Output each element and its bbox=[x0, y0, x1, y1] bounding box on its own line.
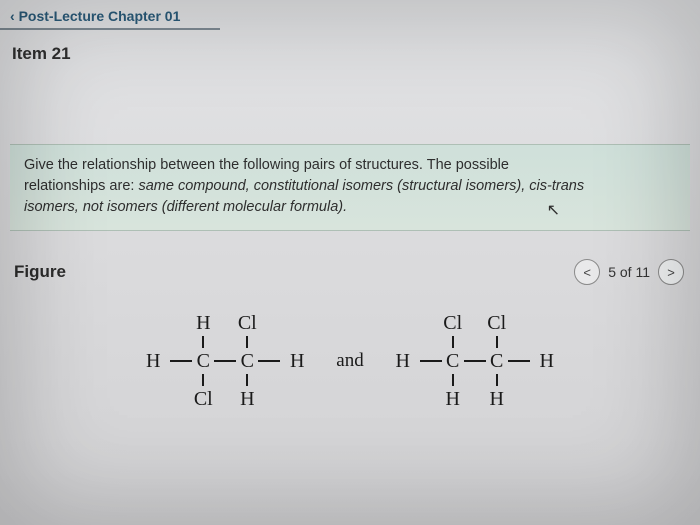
chevron-left-icon: ‹ bbox=[10, 8, 15, 24]
atom: C bbox=[241, 350, 254, 373]
atom: Cl bbox=[194, 388, 213, 411]
breadcrumb-label: Post-Lecture Chapter 01 bbox=[19, 8, 181, 24]
prompt-line1: Give the relationship between the follow… bbox=[24, 157, 509, 173]
bond-horizontal bbox=[170, 360, 192, 362]
atom: C bbox=[197, 350, 210, 373]
bond-vertical bbox=[202, 336, 204, 348]
bond-vertical bbox=[452, 374, 454, 386]
bond-vertical bbox=[246, 336, 248, 348]
item-title: Item 21 bbox=[0, 30, 700, 144]
bond-vertical bbox=[496, 374, 498, 386]
atom: H bbox=[290, 350, 304, 373]
bond-vertical bbox=[496, 336, 498, 348]
atom: Cl bbox=[487, 312, 506, 335]
atom: H bbox=[446, 388, 460, 411]
cursor-icon: ↖ bbox=[547, 199, 560, 222]
atom: H bbox=[395, 350, 409, 373]
bond-horizontal bbox=[464, 360, 486, 362]
breadcrumb[interactable]: ‹ Post-Lecture Chapter 01 bbox=[0, 0, 220, 30]
atom: H bbox=[146, 350, 160, 373]
pager-prev-button[interactable]: < bbox=[574, 259, 600, 285]
pager-next-button[interactable]: > bbox=[658, 259, 684, 285]
atom: H bbox=[196, 312, 210, 335]
structures-row: HClHCCHClHandClClHCCHHH bbox=[0, 291, 700, 411]
molecule-right: ClClHCCHHH bbox=[390, 311, 560, 411]
atom: Cl bbox=[238, 312, 257, 335]
figure-header-row: Figure < 5 of 11 > bbox=[0, 231, 700, 291]
pager-position: 5 of 11 bbox=[608, 264, 650, 280]
prompt-line3-italic: isomers, not isomers (different molecula… bbox=[24, 199, 347, 215]
atom: H bbox=[240, 388, 254, 411]
bond-horizontal bbox=[214, 360, 236, 362]
bond-vertical bbox=[246, 374, 248, 386]
bond-horizontal bbox=[508, 360, 530, 362]
molecule-left: HClHCCHClH bbox=[140, 311, 310, 411]
prompt-line2-italic: same compound, constitutional isomers (s… bbox=[138, 178, 584, 194]
atom: H bbox=[539, 350, 553, 373]
page-root: ‹ Post-Lecture Chapter 01 Item 21 Give t… bbox=[0, 0, 700, 525]
atom: C bbox=[446, 350, 459, 373]
bond-horizontal bbox=[258, 360, 280, 362]
atom: Cl bbox=[443, 312, 462, 335]
figure-pager: < 5 of 11 > bbox=[574, 259, 684, 285]
atom: C bbox=[490, 350, 503, 373]
bond-vertical bbox=[202, 374, 204, 386]
bond-vertical bbox=[452, 336, 454, 348]
atom: H bbox=[490, 388, 504, 411]
and-word: and bbox=[336, 350, 363, 372]
figure-label: Figure bbox=[14, 262, 66, 282]
question-prompt: Give the relationship between the follow… bbox=[10, 144, 690, 231]
bond-horizontal bbox=[420, 360, 442, 362]
prompt-line2-prefix: relationships are: bbox=[24, 178, 138, 194]
